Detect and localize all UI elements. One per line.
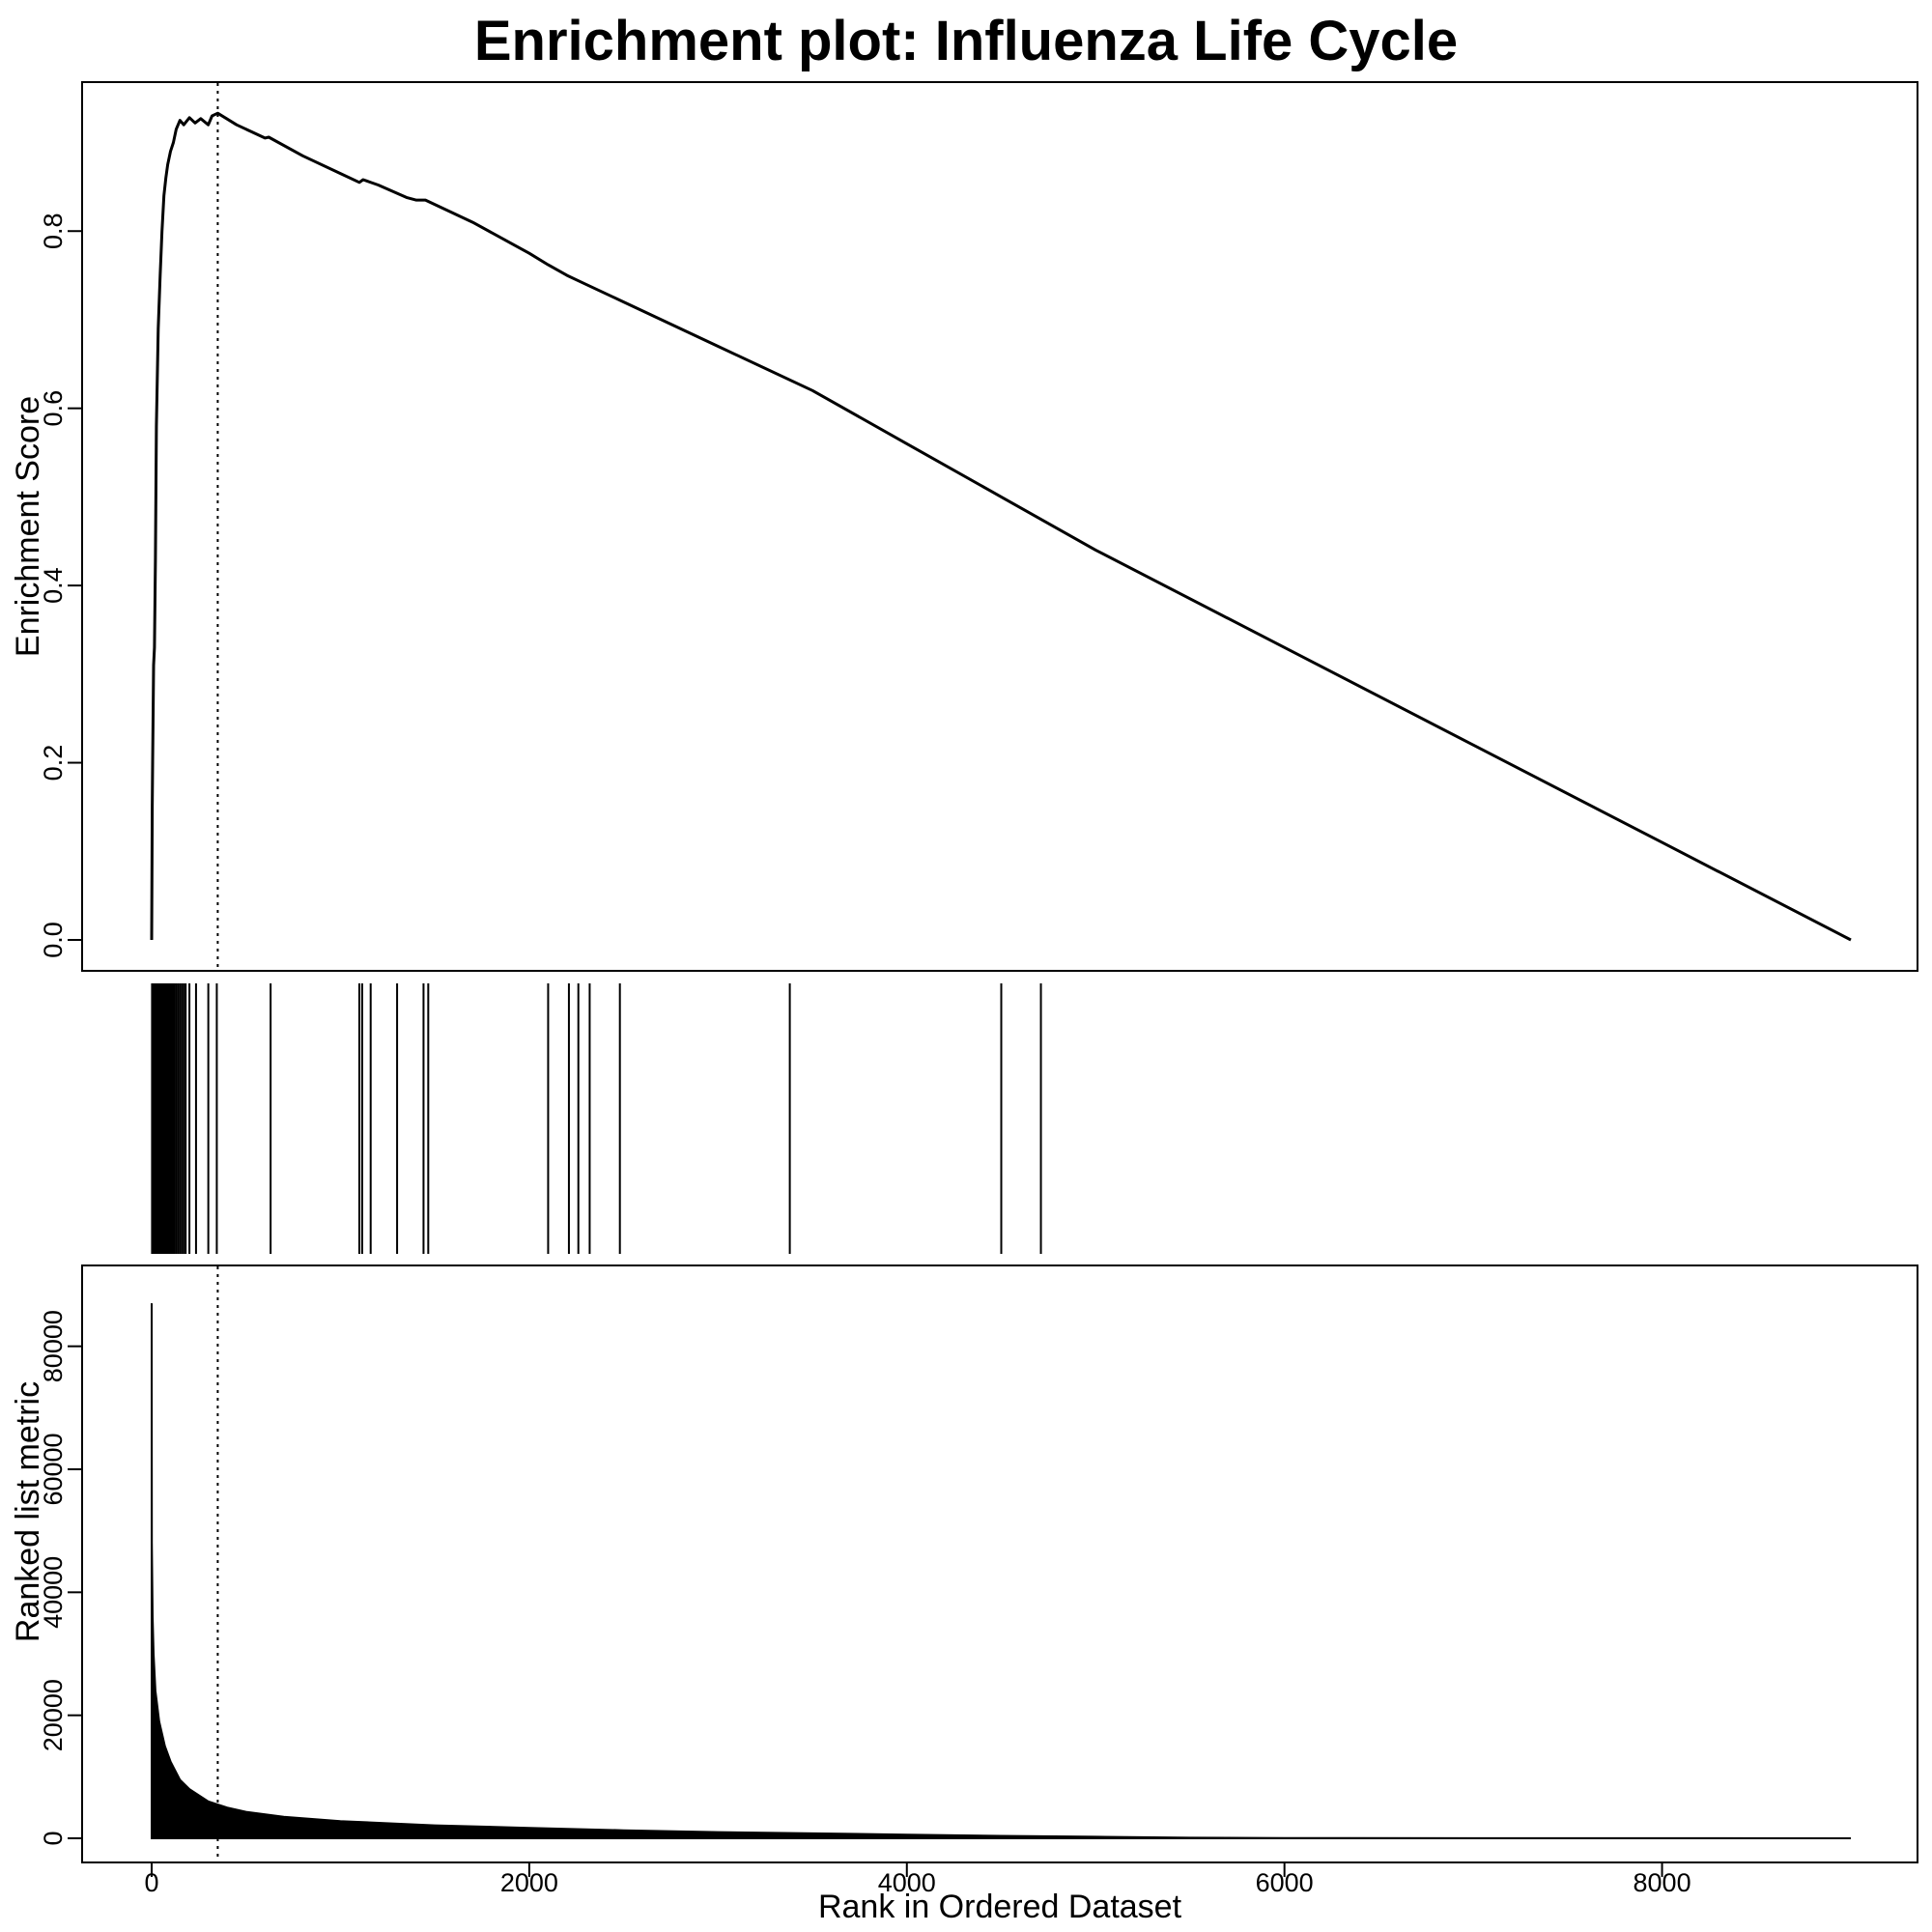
ranked-metric-y-tick-label: 20000 [39,1679,68,1751]
enrichment-y-tick-label: 0.6 [39,390,68,427]
ranked-metric-y-tick-label: 40000 [39,1556,68,1629]
enrichment-y-tick-label: 0.4 [39,567,68,604]
enrichment-y-tick-label: 0.8 [39,213,68,249]
ranked-metric-y-tick-label: 60000 [39,1433,68,1505]
x-tick-label: 2000 [500,1868,558,1897]
ranked-metric-area-group [151,1303,1852,1839]
x-axis: 0 2000 4000 6000 8000 [144,1862,1691,1897]
enrichment-y-tick-label: 0.2 [39,745,68,781]
ranked-metric-area [151,1303,1852,1839]
x-tick-label: 4000 [878,1868,936,1897]
x-axis-label: Rank in Ordered Dataset [818,1889,1182,1925]
ranked-metric-y-tick-label: 80000 [39,1310,68,1382]
x-tick-label: 8000 [1634,1868,1691,1897]
enrichment-score-line [150,111,1852,942]
enrichment-panel-frame [81,81,1918,972]
ranked-metric-y-tick-label: 0 [39,1831,68,1845]
ranked-metric-y-axis-label: Ranked list metric [10,1381,46,1642]
enrichment-y-axis-label: Enrichment Score [10,396,46,657]
x-tick-label: 0 [144,1868,158,1897]
chart-title: Enrichment plot: Influenza Life Cycle [474,10,1458,72]
x-tick-label: 6000 [1256,1868,1314,1897]
enrichment-score-panel: Enrichment Score 0.0 0.2 0.4 0.6 0.8 [10,81,1918,972]
enrichment-y-axis: 0.0 0.2 0.4 0.6 0.8 [39,213,82,958]
ranked-metric-panel: Ranked list metric 020000400006000080000… [10,1264,1918,1897]
enrichment-score-curve-group [150,111,1852,942]
ranked-metric-panel-frame [81,1264,1918,1863]
enrichment-y-tick-label: 0.0 [39,922,68,958]
ranked-metric-y-axis: 0 20000 40000 60000 80000 [39,1310,82,1846]
gene-set-hits-panel [151,983,1042,1254]
